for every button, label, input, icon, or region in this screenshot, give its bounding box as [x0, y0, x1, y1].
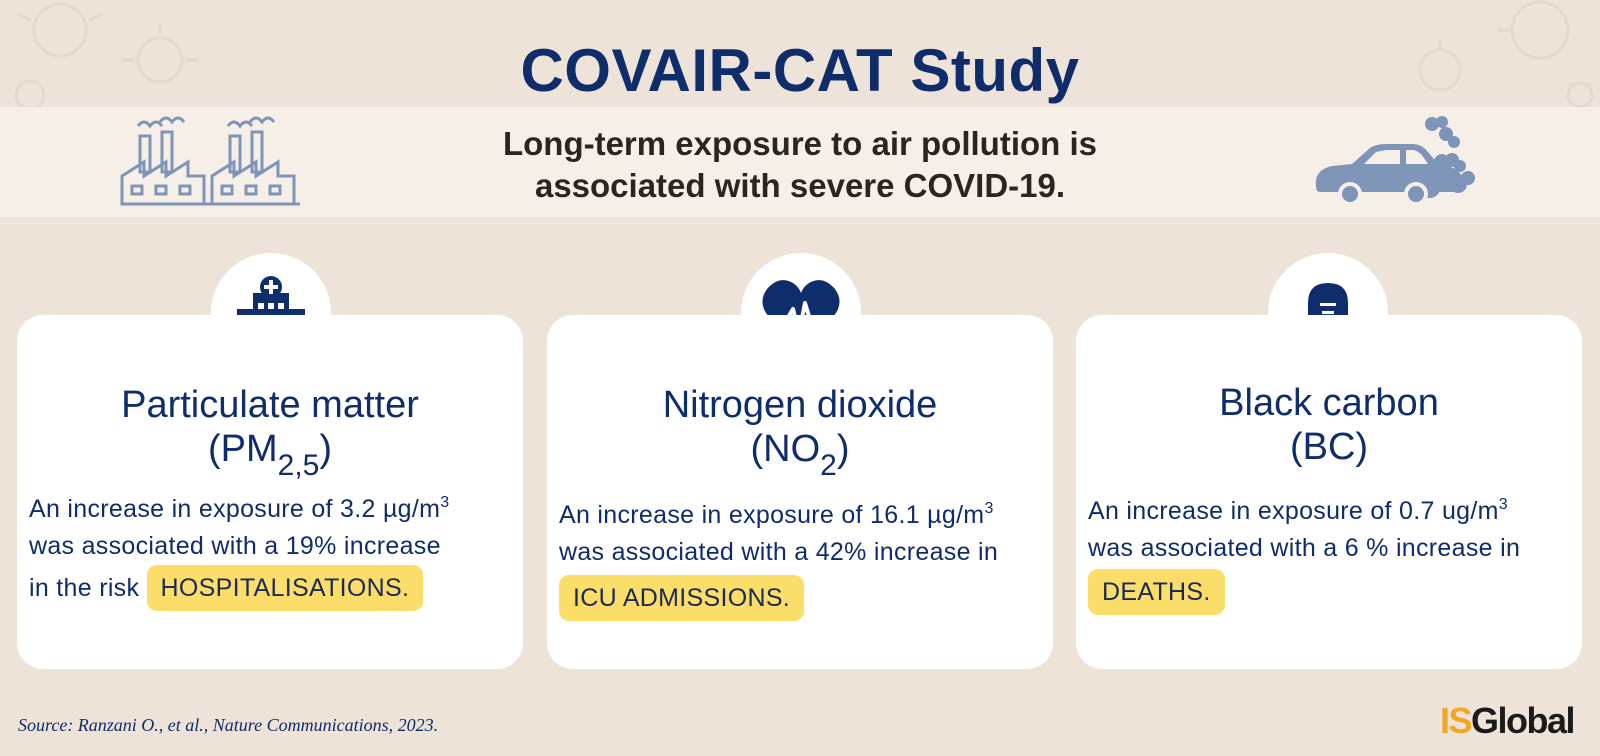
page-title: COVAIR-CAT Study [520, 37, 1080, 104]
highlight-badge: DEATHS. [1088, 569, 1225, 615]
subtitle-line-1: Long-term exposure to air pollution is [502, 125, 1098, 162]
card-title: Nitrogen dioxide (NO2) [662, 384, 938, 482]
highlight-badge: HOSPITALISATIONS. [146, 565, 424, 611]
pm-card: Particulate matter (PM2,5) An increase i… [17, 315, 523, 669]
isglobal-logo: ISGlobal [1440, 700, 1576, 741]
card-title: Black carbon (BC) [1219, 382, 1439, 468]
factory-icon [120, 116, 300, 206]
no2-card: Nitrogen dioxide (NO2) An increase in ex… [547, 315, 1053, 669]
subtitle-line-2: associated with severe COVID-19. [534, 167, 1066, 204]
card-body: An increase in exposure of 0.7 ug/m3 was… [1088, 493, 1578, 615]
source-citation: Source: Ranzani O., et al., Nature Commu… [18, 715, 439, 735]
card-title: Particulate matter (PM2,5) [121, 384, 419, 482]
card-body: An increase in exposure of 16.1 µg/m3 wa… [559, 497, 1049, 621]
card-body: An increase in exposure of 3.2 µg/m3 was… [29, 491, 519, 611]
virus-pattern-icon [14, 2, 198, 110]
highlight-badge: ICU ADMISSIONS. [559, 575, 805, 621]
car-exhaust-icon [1315, 116, 1475, 206]
subtitle: Long-term exposure to air pollution is a… [400, 123, 1200, 207]
bc-card: Black carbon (BC) An increase in exposur… [1076, 315, 1582, 669]
subtitle-band [0, 107, 1600, 217]
